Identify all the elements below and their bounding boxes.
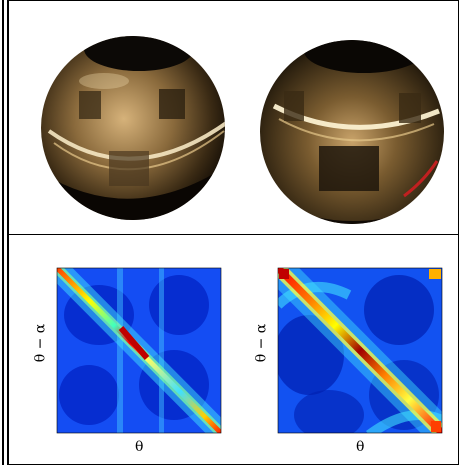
similarity-matrix-right <box>277 267 443 434</box>
spherical-mirror-photo-right <box>260 40 444 224</box>
right-plot-xlabel: θ <box>356 439 365 455</box>
bottom-panel: θ − α θ θ − α θ <box>8 234 459 465</box>
right-plot-ylabel: θ − α <box>253 323 270 363</box>
mirror-photos <box>41 36 444 224</box>
similarity-plots <box>56 267 443 434</box>
figure-left-border-inner <box>7 0 8 465</box>
similarity-matrix-left <box>56 267 222 434</box>
left-plot-xlabel: θ <box>135 439 144 455</box>
top-panel <box>8 0 459 235</box>
spherical-mirror-photo-left <box>41 36 225 220</box>
figure-left-border <box>2 0 4 465</box>
left-plot-ylabel: θ − α <box>32 323 49 363</box>
